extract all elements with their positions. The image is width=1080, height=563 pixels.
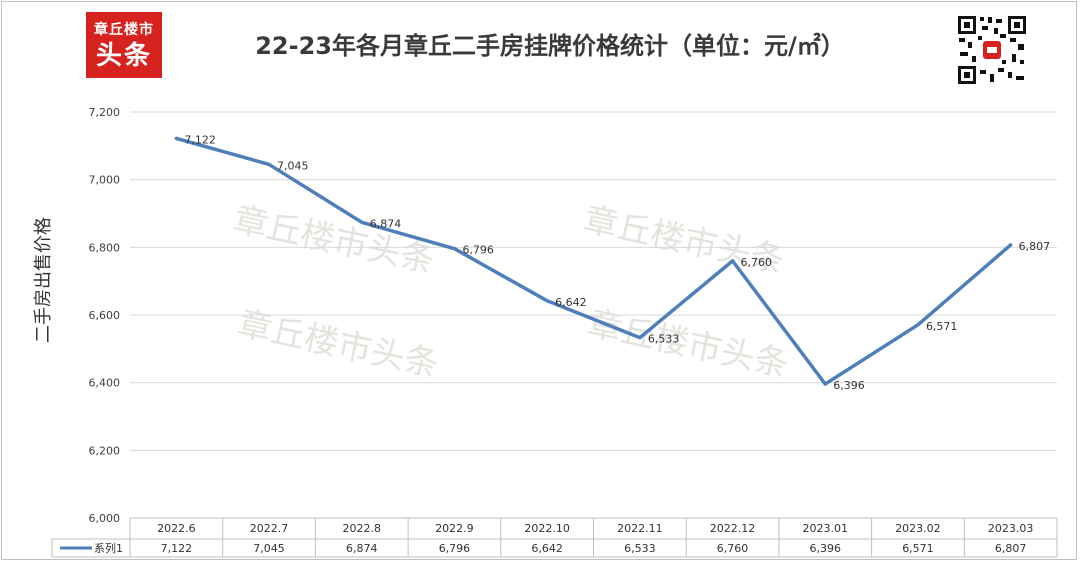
table-cell-value: 6,874 (346, 542, 378, 555)
data-label: 6,760 (741, 256, 773, 269)
y-tick-label: 6,600 (89, 309, 121, 322)
logo-line2: 头条 (95, 41, 152, 71)
gridlines (130, 111, 1057, 451)
series-line-path (174, 136, 1013, 386)
table-cell-value: 7,122 (161, 542, 193, 555)
table-cell-value: 6,571 (902, 542, 934, 555)
data-labels: 7,122 7,045 6,874 6,796 6,642 6,533 6,760 6,396… (184, 133, 1050, 392)
y-tick-label: 6,200 (89, 444, 121, 457)
data-label: 6,642 (555, 296, 587, 309)
x-tick-label: 2022.8 (343, 522, 382, 535)
table-cell-value: 7,045 (253, 542, 285, 555)
x-tick-label: 2022.11 (617, 522, 663, 535)
y-tick-label: 6,400 (89, 377, 121, 390)
table-cell-value: 6,396 (810, 542, 842, 555)
x-tick-label: 2022.9 (435, 522, 474, 535)
table-cell-value: 6,642 (531, 542, 563, 555)
watermark-text: 章丘楼市头条 (584, 304, 792, 386)
x-tick-label: 2023.03 (988, 522, 1034, 535)
table-cell-value: 6,760 (717, 542, 749, 555)
x-tick-label: 2022.6 (157, 522, 196, 535)
y-tick-label: 6,000 (89, 512, 121, 525)
y-tick-label: 7,200 (89, 106, 121, 119)
data-label: 6,571 (926, 320, 958, 333)
series-line (174, 136, 1013, 386)
data-table: 2022.6 2022.7 2022.8 2022.9 2022.10 2022.11 20… (51, 517, 1058, 558)
data-label: 6,874 (370, 217, 402, 230)
data-label: 6,807 (1019, 240, 1051, 253)
x-tick-label: 2023.01 (803, 522, 849, 535)
watermark-text: 章丘楼市头条 (234, 304, 442, 386)
data-label: 7,122 (184, 133, 216, 146)
x-tick-label: 2023.02 (895, 522, 941, 535)
table-cell-value: 6,807 (995, 542, 1027, 555)
x-tick-label: 2022.12 (710, 522, 756, 535)
x-tick-label: 2022.10 (524, 522, 570, 535)
data-label: 6,396 (833, 379, 865, 392)
y-tick-label: 7,000 (89, 174, 121, 187)
watermark-text: 章丘楼市头条 (580, 200, 788, 282)
chart-title: 22-23年各月章丘二手房挂牌价格统计（单位：元/㎡） (255, 32, 845, 60)
data-label: 6,796 (462, 244, 494, 257)
x-tick-label: 2022.7 (250, 522, 289, 535)
legend-label: 系列1 (94, 541, 123, 555)
watermark-text: 章丘楼市头条 (230, 200, 438, 282)
data-label: 6,533 (648, 333, 680, 346)
table-cell-value: 6,533 (624, 542, 656, 555)
data-label: 7,045 (277, 159, 309, 172)
y-tick-label: 6,800 (89, 241, 121, 254)
y-axis-ticks: 6,000 6,200 6,400 6,600 6,800 7,000 7,200 (89, 106, 121, 525)
table-cell-value: 6,796 (439, 542, 471, 555)
logo-line1: 章丘楼市 (94, 22, 154, 38)
qr-code-icon (956, 14, 1028, 86)
watermarks: 章丘楼市头条 章丘楼市头条 章丘楼市头条 章丘楼市头条 (230, 200, 792, 386)
brand-logo: 章丘楼市 头条 (86, 12, 162, 78)
